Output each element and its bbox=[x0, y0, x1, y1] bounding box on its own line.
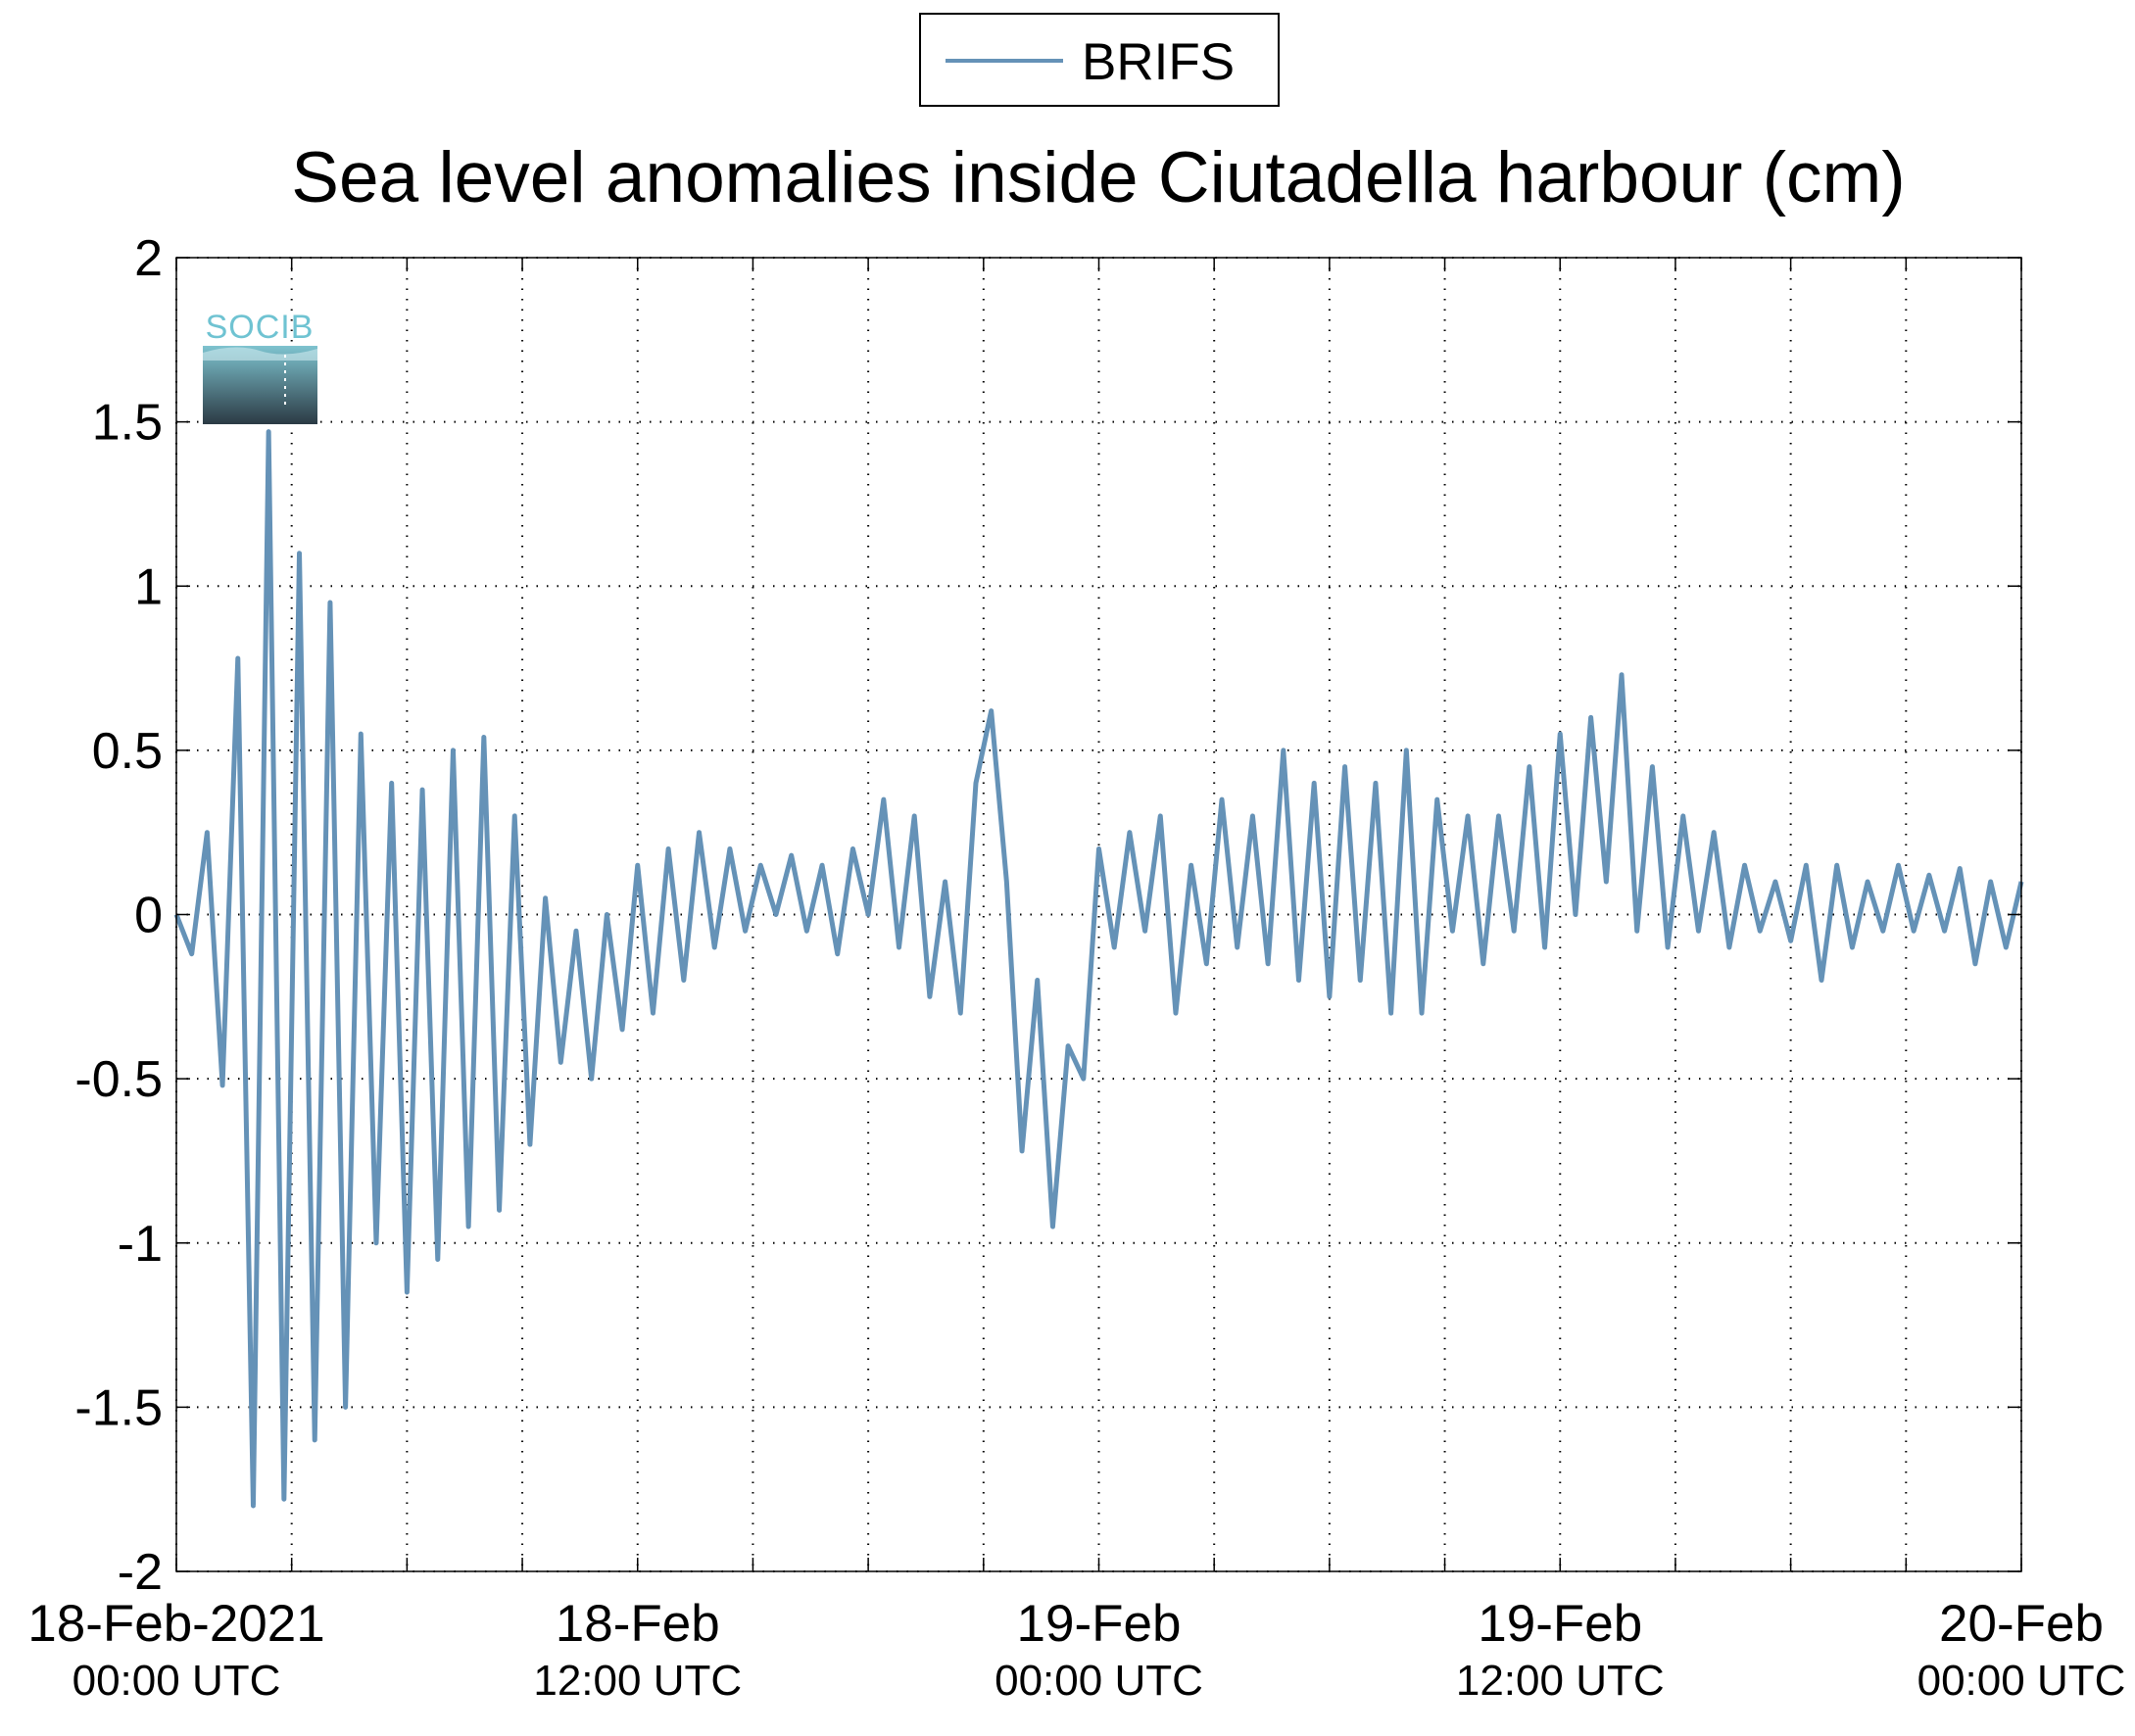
chart-title: Sea level anomalies inside Ciutadella ha… bbox=[291, 138, 1905, 217]
data-line bbox=[173, 429, 2024, 1509]
x-tick-label: 00:00 UTC bbox=[995, 1657, 1203, 1705]
y-tick-label: 1 bbox=[134, 558, 163, 615]
logo-wave bbox=[203, 347, 317, 361]
x-tick-label: 19-Feb bbox=[1478, 1595, 1642, 1653]
x-tick-label: 20-Feb bbox=[1939, 1595, 2104, 1653]
y-tick-label: 2 bbox=[134, 230, 163, 287]
legend-box bbox=[919, 13, 1280, 107]
plot-area bbox=[176, 258, 2021, 1571]
x-tick-label: 00:00 UTC bbox=[1917, 1657, 2126, 1705]
legend-label: BRIFS bbox=[1082, 33, 1235, 91]
legend: BRIFS bbox=[919, 13, 1280, 107]
x-tick-label: 18-Feb bbox=[556, 1595, 720, 1653]
x-tick-label: 18-Feb-2021 bbox=[27, 1595, 324, 1653]
y-tick-label: -2 bbox=[118, 1544, 163, 1601]
x-tick-label: 12:00 UTC bbox=[1456, 1657, 1665, 1705]
y-tick-label: -0.5 bbox=[74, 1051, 163, 1108]
y-tick-label: -1.5 bbox=[74, 1379, 163, 1436]
y-tick-label: 1.5 bbox=[92, 395, 163, 452]
y-tick-label: 0.5 bbox=[92, 723, 163, 780]
x-tick-label: 19-Feb bbox=[1017, 1595, 1182, 1653]
x-tick-label: 12:00 UTC bbox=[533, 1657, 742, 1705]
y-tick-label: 0 bbox=[134, 888, 163, 944]
x-tick-label: 00:00 UTC bbox=[73, 1657, 281, 1705]
logo: SOCIB bbox=[203, 309, 317, 424]
logo-text: SOCIB bbox=[206, 309, 315, 346]
series bbox=[173, 429, 2024, 1509]
y-tick-label: -1 bbox=[118, 1216, 163, 1273]
